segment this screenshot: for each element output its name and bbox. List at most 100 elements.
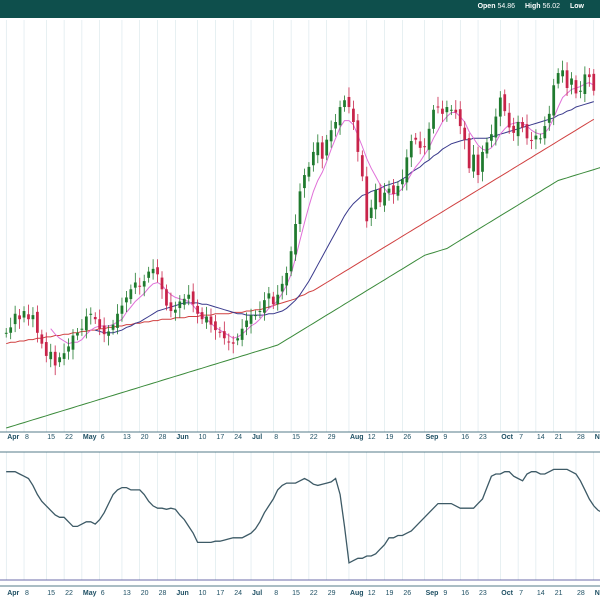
candle-body [165,289,168,306]
candle [142,274,146,297]
price-tick-label: 15 [47,434,55,441]
candle [62,343,66,366]
candle [156,259,159,283]
candle-body [525,124,529,139]
candle [191,283,195,313]
candle [258,301,262,319]
candle [107,325,110,346]
candle-body [534,135,538,140]
candle-body [494,116,498,138]
candle [303,168,306,198]
candle-body [441,108,444,114]
candle-body [151,268,155,274]
indicator-x-axis: Apr 8 15 22 May 6 13 20 28 Jun 10 17 24 Jul 8 15 22 29 Aug… [0,585,600,597]
open-key: Open [477,3,496,10]
price-tick-label: 10 [199,434,207,441]
candle [552,78,556,126]
candle [173,301,177,321]
candle-body [574,80,578,94]
indicator-tick-label: 22 [65,590,73,597]
candle [481,145,484,182]
candle [76,328,79,341]
candle [120,297,124,322]
candle [9,317,13,340]
candle [334,113,337,137]
candle-body [490,134,493,141]
candle-body [396,185,400,196]
candle-body [289,251,293,272]
price-tick-label: Aug [350,434,364,441]
indicator-tick-label: 9 [443,590,447,597]
candle [365,166,369,228]
candle [40,329,44,349]
candle-body [71,335,75,350]
candle-body [329,130,333,142]
candle-body [325,139,329,156]
indicator-tick-label: 8 [25,590,29,597]
candle-body [458,109,462,127]
candle-body [67,346,70,352]
candle [498,91,502,127]
candle-body [249,315,253,324]
indicator-line [6,468,600,564]
candle-body [360,155,364,177]
ma-longest-line [6,167,600,429]
candle [414,133,418,145]
candle [360,150,364,182]
candle-body [378,188,382,203]
candle [13,305,17,333]
candle [512,117,516,141]
candle [396,181,400,201]
candle [71,329,75,360]
candle [343,95,346,112]
price-tick-label: 19 [386,434,394,441]
price-tick-label: 22 [310,434,318,441]
candle-body [111,324,115,330]
candle-body [58,357,62,363]
candle [138,277,142,295]
candle-body [107,331,110,336]
candle-body [160,277,164,290]
candle [289,246,293,277]
price-tick-label: 12 [368,434,376,441]
candle [263,292,266,321]
candle [392,178,395,204]
candle [325,134,329,161]
candle [565,62,569,97]
candle-body [49,351,53,360]
candle-body [13,313,17,325]
candle-body [80,328,84,330]
candle [209,308,213,333]
candle [374,183,378,219]
candle-body [298,191,302,224]
candle [89,307,93,325]
indicator-tick-label: 10 [199,590,207,597]
candle-body [334,122,337,129]
price-tick-label: 17 [216,434,224,441]
candle [187,285,191,306]
candle-body [311,151,315,166]
candle [240,319,244,347]
candle-body [120,305,124,314]
price-tick-label: 14 [537,434,545,441]
candle [116,304,119,335]
indicator-tick-label: 6 [101,590,105,597]
indicator-tick-label: 19 [386,590,394,597]
candle [427,122,431,160]
indicator-tick-label: 28 [159,590,167,597]
candle-body [320,142,324,159]
candle [298,183,302,233]
indicator-tick-label: Aug [350,590,364,597]
candle [4,328,8,338]
candle-body [102,325,106,335]
candle [538,133,542,144]
price-tick-label: 28 [577,434,585,441]
candle-body [516,122,520,137]
candle [160,271,164,299]
candle [329,120,333,148]
price-tick-label: 7 [519,434,523,441]
indicator-tick-label: 14 [537,590,545,597]
price-tick-label: Jul [252,434,262,441]
indicator-tick-label: 20 [141,590,149,597]
candle-body [62,353,66,359]
